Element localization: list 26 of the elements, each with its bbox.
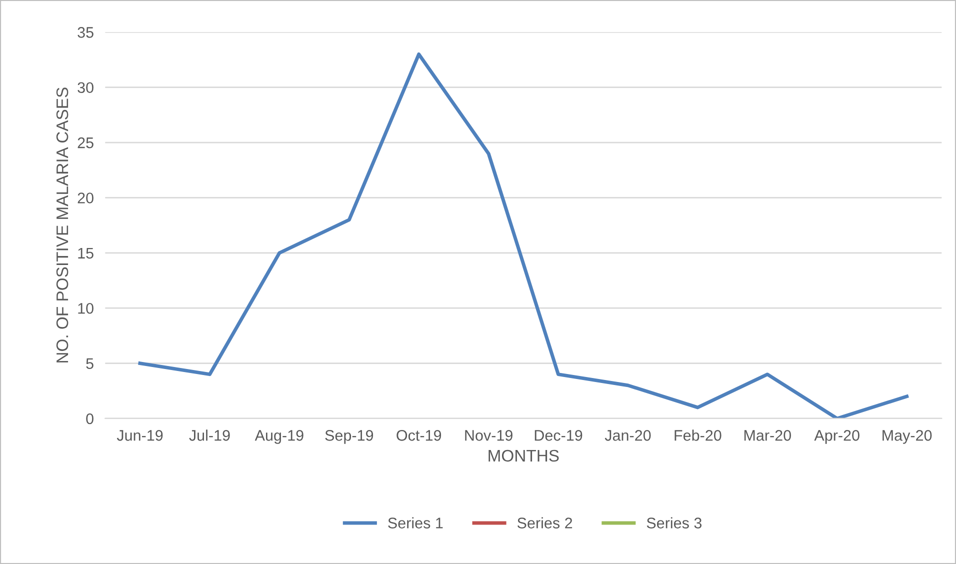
x-tick-label: May-20 xyxy=(882,430,932,444)
y-tick-label: 15 xyxy=(78,248,94,259)
y-axis-title: NO. OF POSITIVE MALARIA CASES xyxy=(56,88,68,362)
x-tick-label: Mar-20 xyxy=(744,430,791,441)
legend-label: Series 3 xyxy=(646,517,702,528)
x-tick-label: Jul-19 xyxy=(189,430,230,441)
line-series xyxy=(138,52,909,418)
x-tick-label: Apr-20 xyxy=(814,430,860,444)
x-tick-label: Oct-19 xyxy=(396,430,442,441)
x-tick-label: Dec-19 xyxy=(534,430,582,441)
x-tick-label: Jun-19 xyxy=(116,430,163,441)
y-tick-label: 35 xyxy=(78,27,94,38)
y-tick-label: 10 xyxy=(78,302,94,314)
x-axis-title: MONTHS xyxy=(488,450,559,462)
y-tick-label: 30 xyxy=(78,82,94,94)
legend-label: Series 2 xyxy=(517,517,572,528)
y-tick-label: 20 xyxy=(78,192,94,204)
x-tick-label: Sep-19 xyxy=(325,430,374,444)
y-tick-label: 25 xyxy=(78,137,94,148)
y-tick-label: 0 xyxy=(86,413,94,424)
x-tick-label: Feb-20 xyxy=(674,430,722,441)
y-tick-label: 5 xyxy=(86,358,94,369)
legend-label: Series 1 xyxy=(388,517,443,528)
x-tick-label: Aug-19 xyxy=(254,430,304,444)
x-tick-label: Jan-20 xyxy=(604,430,651,441)
x-tick-label: Nov-19 xyxy=(465,430,512,441)
